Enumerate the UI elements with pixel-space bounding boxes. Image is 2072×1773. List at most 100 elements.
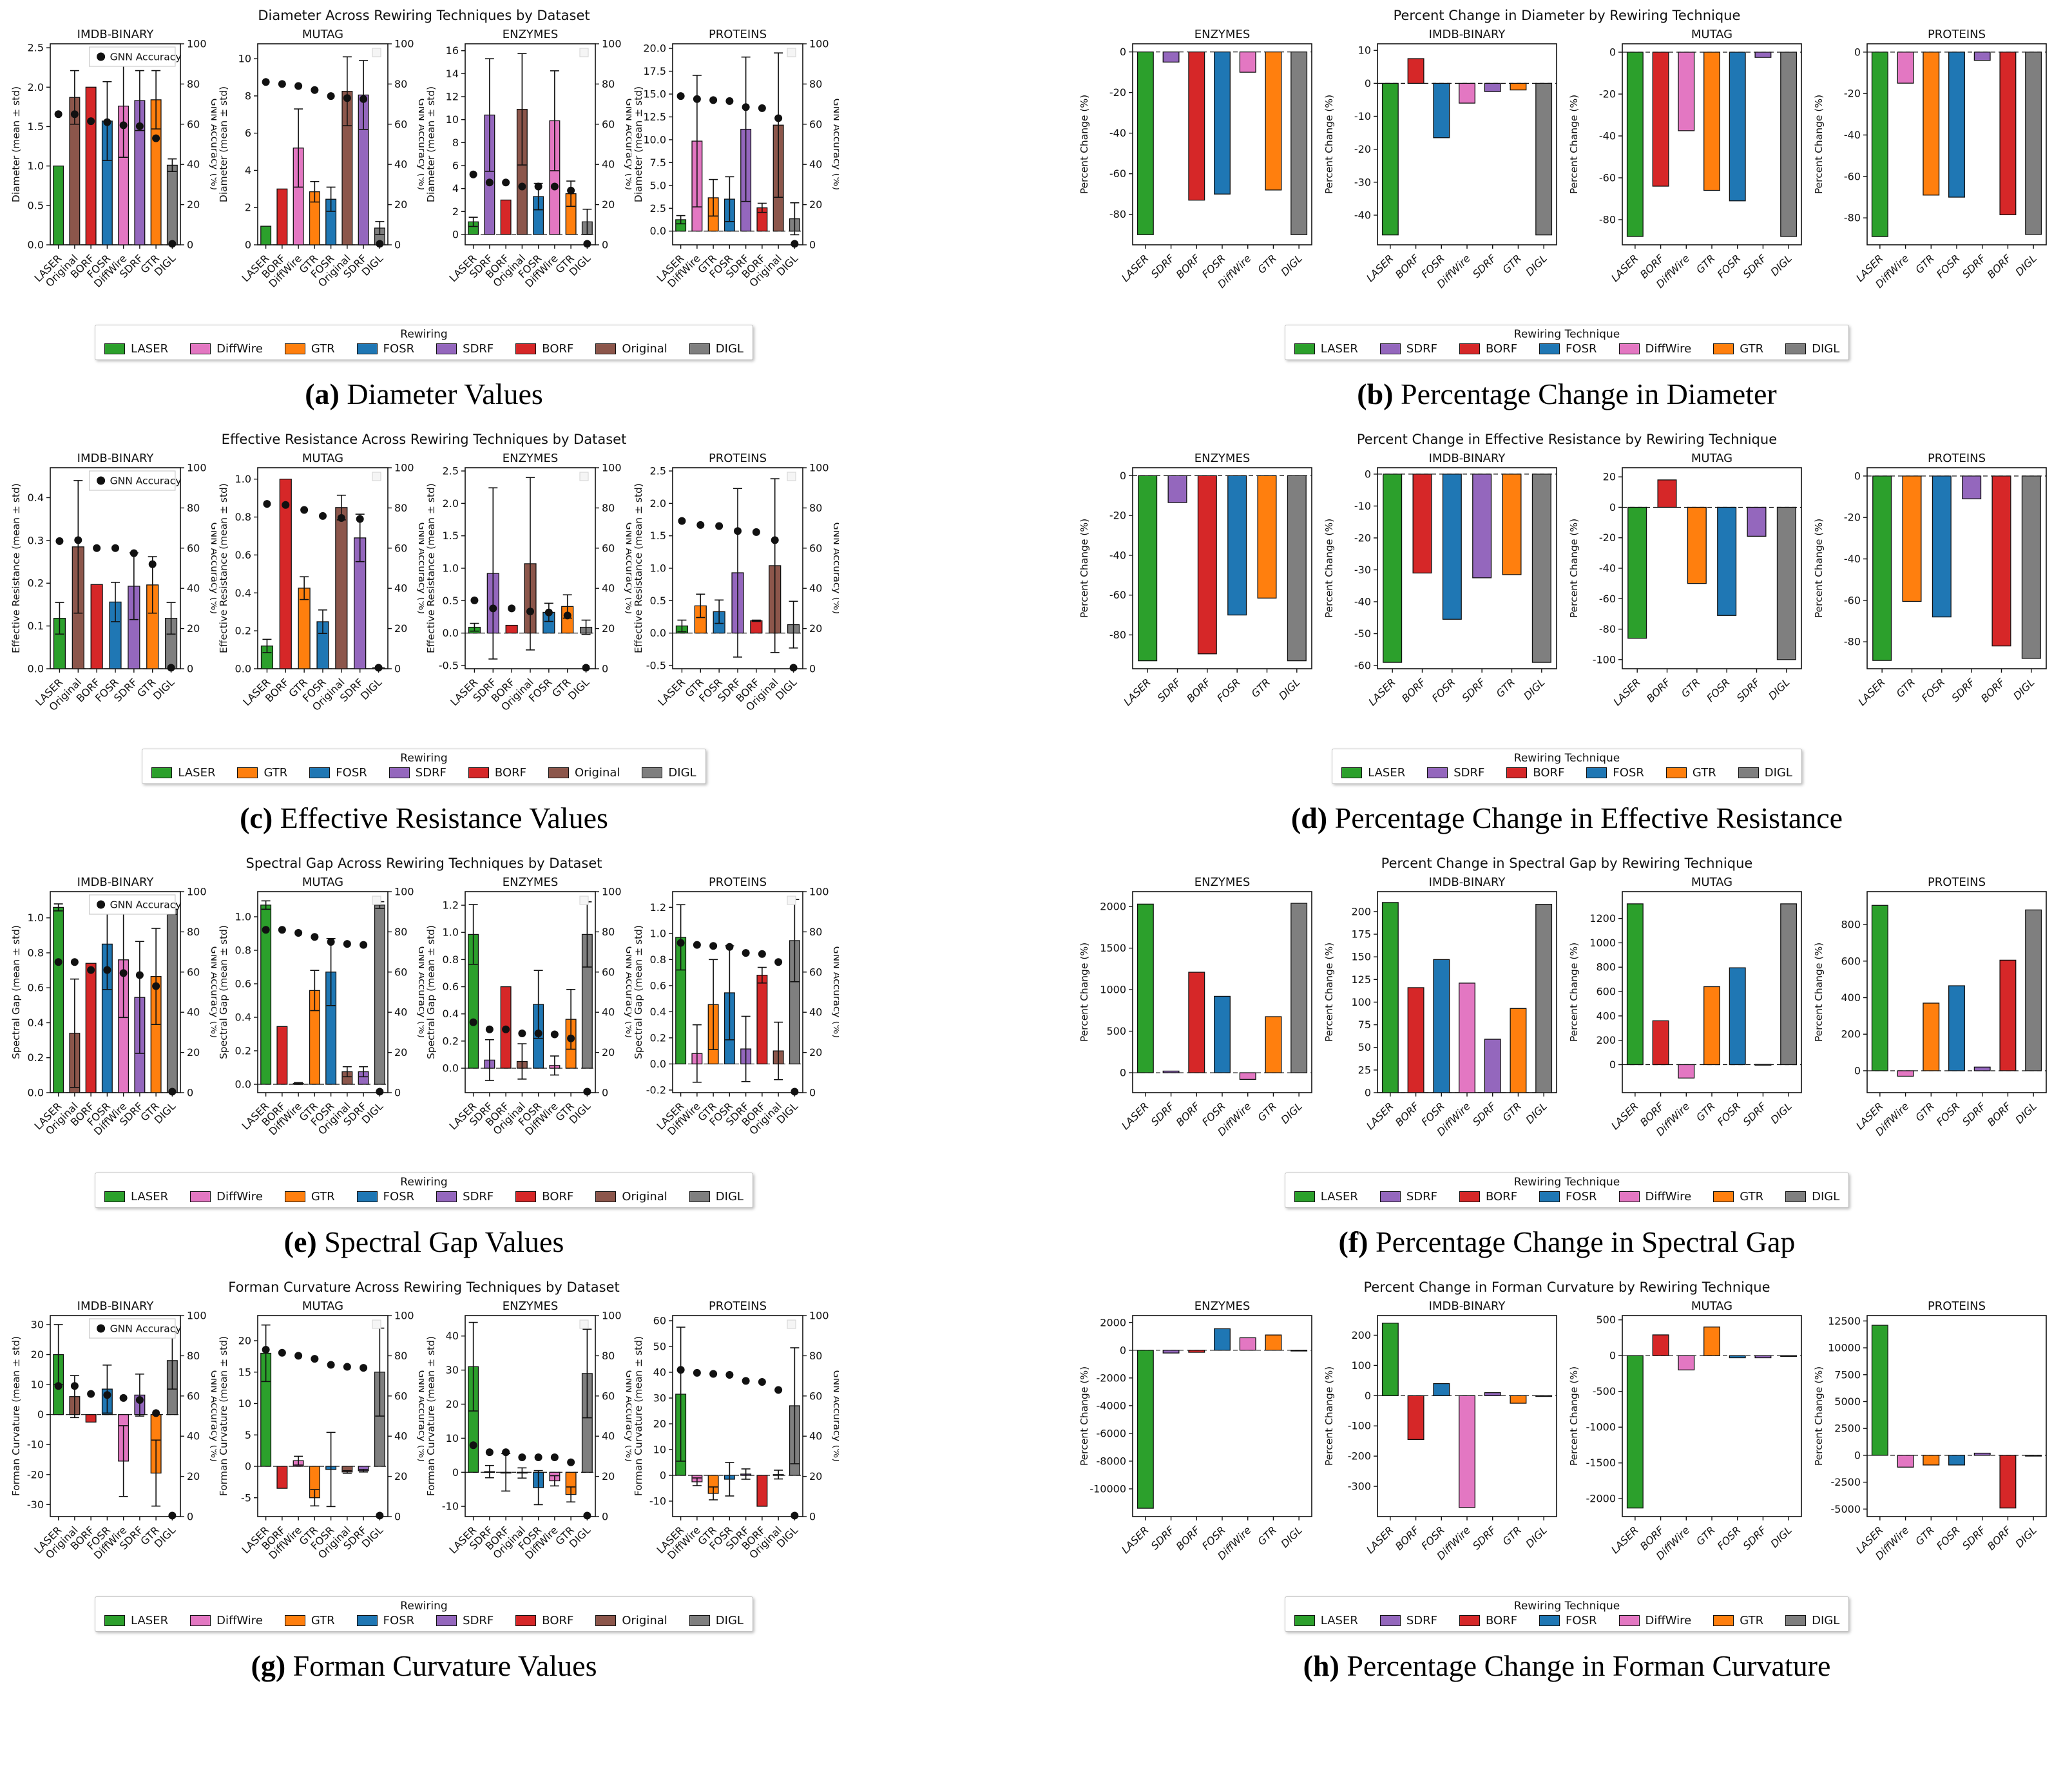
svg-text:-20: -20: [1109, 510, 1126, 522]
svg-text:-30: -30: [27, 1499, 44, 1511]
bar-borf: [1412, 474, 1432, 574]
legend-swatch-gtr: [284, 343, 305, 354]
svg-text:40: 40: [602, 1430, 615, 1442]
svg-text:500: 500: [1106, 1025, 1126, 1037]
legend-label: Original: [622, 342, 667, 356]
legend-label: LASER: [1320, 1614, 1358, 1627]
legend-item-laser: LASER: [1341, 766, 1405, 780]
svg-text:GTR: GTR: [1255, 1524, 1279, 1548]
legend-swatch-sdrf: [1379, 1191, 1401, 1202]
svg-text:-10: -10: [649, 1495, 666, 1508]
svg-text:1.5: 1.5: [443, 530, 459, 542]
svg-text:60: 60: [394, 966, 407, 978]
legend-label: GTR: [264, 766, 288, 780]
bar-diffwire: [1239, 1072, 1256, 1080]
bar-borf: [750, 620, 763, 634]
svg-text:DIGL: DIGL: [773, 676, 800, 702]
subplot-e-mutag: MUTAG 0.0 0.2 0.4 0.6 0.8 1.0 Spectral Gap (mea…: [218, 876, 424, 1138]
svg-text:10: 10: [1358, 44, 1371, 57]
legend-item-digl: DIGL: [1785, 1190, 1839, 1203]
svg-text:10: 10: [238, 1397, 251, 1410]
svg-text:60: 60: [809, 542, 822, 554]
bar-sdrf: [1973, 52, 1991, 61]
legend-item-borf: BORF: [1459, 1614, 1517, 1627]
gnn-accuracy-dot: [774, 114, 783, 122]
svg-text:BORF: BORF: [1174, 252, 1203, 281]
svg-text:FOSR: FOSR: [1934, 1524, 1962, 1552]
gnn-accuracy-dot: [583, 240, 591, 248]
svg-text:20: 20: [31, 1348, 44, 1361]
legend-label: BORF: [542, 1614, 574, 1627]
panel-title-h: Percent Change in Forman Curvature by Re…: [1363, 1279, 1770, 1295]
gnn-accuracy-dot: [508, 604, 516, 613]
svg-text:5: 5: [245, 1429, 251, 1441]
svg-text:40: 40: [394, 1006, 407, 1019]
caption-label: (c): [240, 801, 273, 834]
svg-text:0.2: 0.2: [235, 1045, 251, 1057]
gnn-accuracy-dot: [278, 80, 286, 88]
svg-text:MUTAG: MUTAG: [302, 28, 343, 41]
gnn-accuracy-dot: [278, 1348, 286, 1357]
bar-borf: [1991, 475, 2011, 647]
bar-sdrf: [1162, 1070, 1180, 1073]
legend-swatch-laser: [1294, 1615, 1315, 1626]
gnn-accuracy-dot: [54, 110, 62, 119]
svg-text:-300: -300: [1348, 1481, 1371, 1493]
panel-title-g: Forman Curvature Across Rewiring Techniq…: [228, 1279, 620, 1295]
svg-text:2000: 2000: [1100, 901, 1126, 913]
svg-text:-500: -500: [1593, 1385, 1616, 1397]
svg-text:-6000: -6000: [1097, 1427, 1127, 1439]
svg-text:MUTAG: MUTAG: [1691, 876, 1732, 889]
panel-g: Forman Curvature Across Rewiring Techniq…: [9, 1279, 839, 1702]
svg-text:0: 0: [1365, 468, 1371, 480]
gnn-accuracy-dot: [168, 1088, 177, 1096]
gnn-accuracy-dot: [550, 1453, 559, 1461]
svg-text:1.0: 1.0: [28, 160, 44, 172]
gnn-accuracy-dot: [70, 110, 79, 119]
gnn-accuracy-dot: [343, 94, 351, 102]
legend-item-diffwire: DiffWire: [1618, 1614, 1692, 1627]
gnn-accuracy-dot: [152, 134, 160, 142]
subplot-b-imdb-binary: IMDB-BINARY 10 0 -10 -20 -30 -40 Percent Change…: [1323, 28, 1557, 291]
svg-text:100: 100: [809, 38, 829, 50]
legend-label: FOSR: [383, 1614, 415, 1627]
bar-sdrf: [1754, 52, 1772, 58]
gnn-accuracy-dot: [485, 1448, 494, 1457]
svg-text:DIGL: DIGL: [1278, 252, 1305, 278]
legend-label: FOSR: [336, 766, 367, 780]
svg-text:BORF: BORF: [1174, 1524, 1203, 1553]
svg-text:0: 0: [1854, 470, 1861, 482]
svg-text:1.0: 1.0: [650, 562, 666, 575]
gnn-accuracy-dot: [469, 170, 477, 178]
svg-text:40: 40: [394, 1430, 407, 1442]
svg-text:LASER: LASER: [1611, 676, 1643, 708]
legend-label: BORF: [542, 1190, 574, 1203]
panel-f: Percent Change in Spectral Gap by Rewiri…: [1077, 856, 2057, 1278]
svg-text:0: 0: [187, 1511, 193, 1523]
legend-swatch-gtr: [1713, 1615, 1734, 1626]
svg-text:7.5: 7.5: [650, 157, 666, 169]
svg-text:-40: -40: [1354, 209, 1371, 221]
legend-item-sdrf: SDRF: [436, 342, 494, 356]
subplot-d-mutag: MUTAG 20 0 -20 -40 -60 -80 -100 Percent Change (…: [1568, 452, 1802, 708]
svg-text:60: 60: [653, 1315, 666, 1327]
svg-text:BORF: BORF: [1985, 1100, 2014, 1129]
legend-item-diffwire: DiffWire: [190, 342, 263, 356]
svg-text:80: 80: [602, 1350, 615, 1362]
svg-text:0: 0: [1365, 77, 1371, 90]
legend-swatch-fosr: [356, 343, 378, 354]
bar-borf: [85, 86, 97, 245]
subplot-a-proteins: PROTEINS 0.0 2.5 5.0 7.5 10.0 12.5 15.0 17.5 20.0…: [633, 28, 839, 290]
bar-gtr: [1265, 51, 1282, 191]
bar-diffwire: [1678, 1064, 1695, 1078]
gnn-accuracy-dot: [693, 95, 701, 103]
gnn-accuracy-dot: [742, 1377, 750, 1385]
svg-text:1.0: 1.0: [235, 473, 251, 485]
gnn-accuracy-dot: [758, 1377, 766, 1386]
svg-text:FOSR: FOSR: [1919, 676, 1948, 704]
legend-label: DiffWire: [1645, 1614, 1692, 1627]
svg-text:0: 0: [187, 1087, 193, 1099]
legend-swatch-laser: [1294, 1191, 1315, 1202]
svg-text:40: 40: [602, 1006, 615, 1019]
